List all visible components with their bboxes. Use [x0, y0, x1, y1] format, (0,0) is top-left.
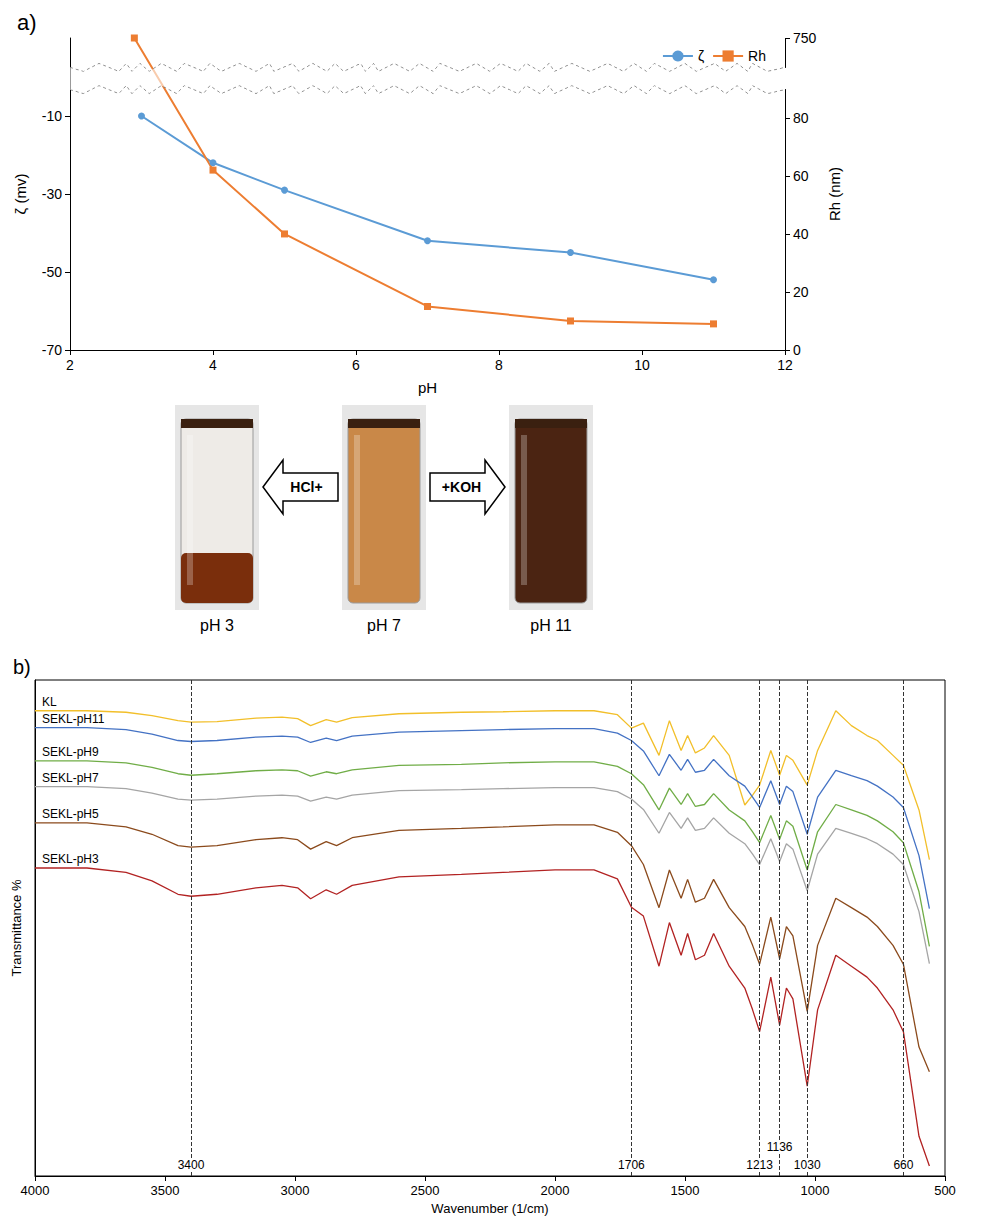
svg-text:4000: 4000	[21, 1183, 50, 1198]
svg-text:Rh (nm): Rh (nm)	[826, 167, 843, 221]
svg-text:2000: 2000	[541, 1183, 570, 1198]
svg-text:3000: 3000	[281, 1183, 310, 1198]
svg-text:0: 0	[793, 342, 801, 358]
svg-text:60: 60	[793, 168, 809, 184]
svg-text:660: 660	[893, 1158, 913, 1172]
svg-text:4: 4	[209, 357, 217, 373]
svg-text:40: 40	[793, 226, 809, 242]
svg-text:pH: pH	[418, 379, 437, 396]
svg-text:ζ (mv): ζ (mv)	[12, 174, 29, 215]
svg-text:1706: 1706	[618, 1158, 645, 1172]
svg-text:SEKL-pH5: SEKL-pH5	[42, 807, 99, 821]
svg-text:Wavenumber (1/cm): Wavenumber (1/cm)	[431, 1201, 548, 1216]
svg-text:b): b)	[13, 656, 31, 678]
svg-text:HCl+: HCl+	[290, 479, 322, 495]
svg-text:750: 750	[793, 30, 817, 46]
svg-text:KL: KL	[42, 695, 57, 709]
svg-text:pH 11: pH 11	[530, 617, 572, 634]
svg-text:+KOH: +KOH	[442, 479, 481, 495]
svg-text:1030: 1030	[794, 1158, 821, 1172]
svg-text:10: 10	[634, 357, 650, 373]
svg-text:SEKL-pH11: SEKL-pH11	[42, 712, 105, 726]
svg-text:Transmittance %: Transmittance %	[9, 879, 24, 976]
svg-text:ζ: ζ	[698, 48, 704, 64]
svg-text:1136: 1136	[767, 1140, 793, 1154]
svg-text:12: 12	[777, 357, 793, 373]
svg-text:-50: -50	[42, 264, 62, 280]
svg-text:3500: 3500	[151, 1183, 180, 1198]
svg-text:SEKL-pH3: SEKL-pH3	[42, 852, 99, 866]
svg-text:1000: 1000	[801, 1183, 830, 1198]
svg-text:80: 80	[793, 110, 809, 126]
svg-text:SEKL-pH7: SEKL-pH7	[42, 771, 99, 785]
svg-text:1213: 1213	[746, 1158, 773, 1172]
svg-text:20: 20	[793, 284, 809, 300]
svg-text:Rh: Rh	[748, 48, 766, 64]
svg-text:a): a)	[17, 10, 37, 35]
svg-text:-70: -70	[42, 342, 62, 358]
svg-text:3400: 3400	[178, 1158, 205, 1172]
svg-text:6: 6	[352, 357, 360, 373]
svg-text:8: 8	[495, 357, 503, 373]
svg-text:pH 3: pH 3	[200, 617, 234, 634]
svg-text:-30: -30	[42, 186, 62, 202]
svg-text:-10: -10	[42, 108, 62, 124]
svg-text:2: 2	[66, 357, 74, 373]
svg-text:500: 500	[934, 1183, 956, 1198]
svg-text:pH 7: pH 7	[367, 617, 401, 634]
svg-text:2500: 2500	[411, 1183, 440, 1198]
svg-text:SEKL-pH9: SEKL-pH9	[42, 745, 99, 759]
svg-text:1500: 1500	[671, 1183, 700, 1198]
